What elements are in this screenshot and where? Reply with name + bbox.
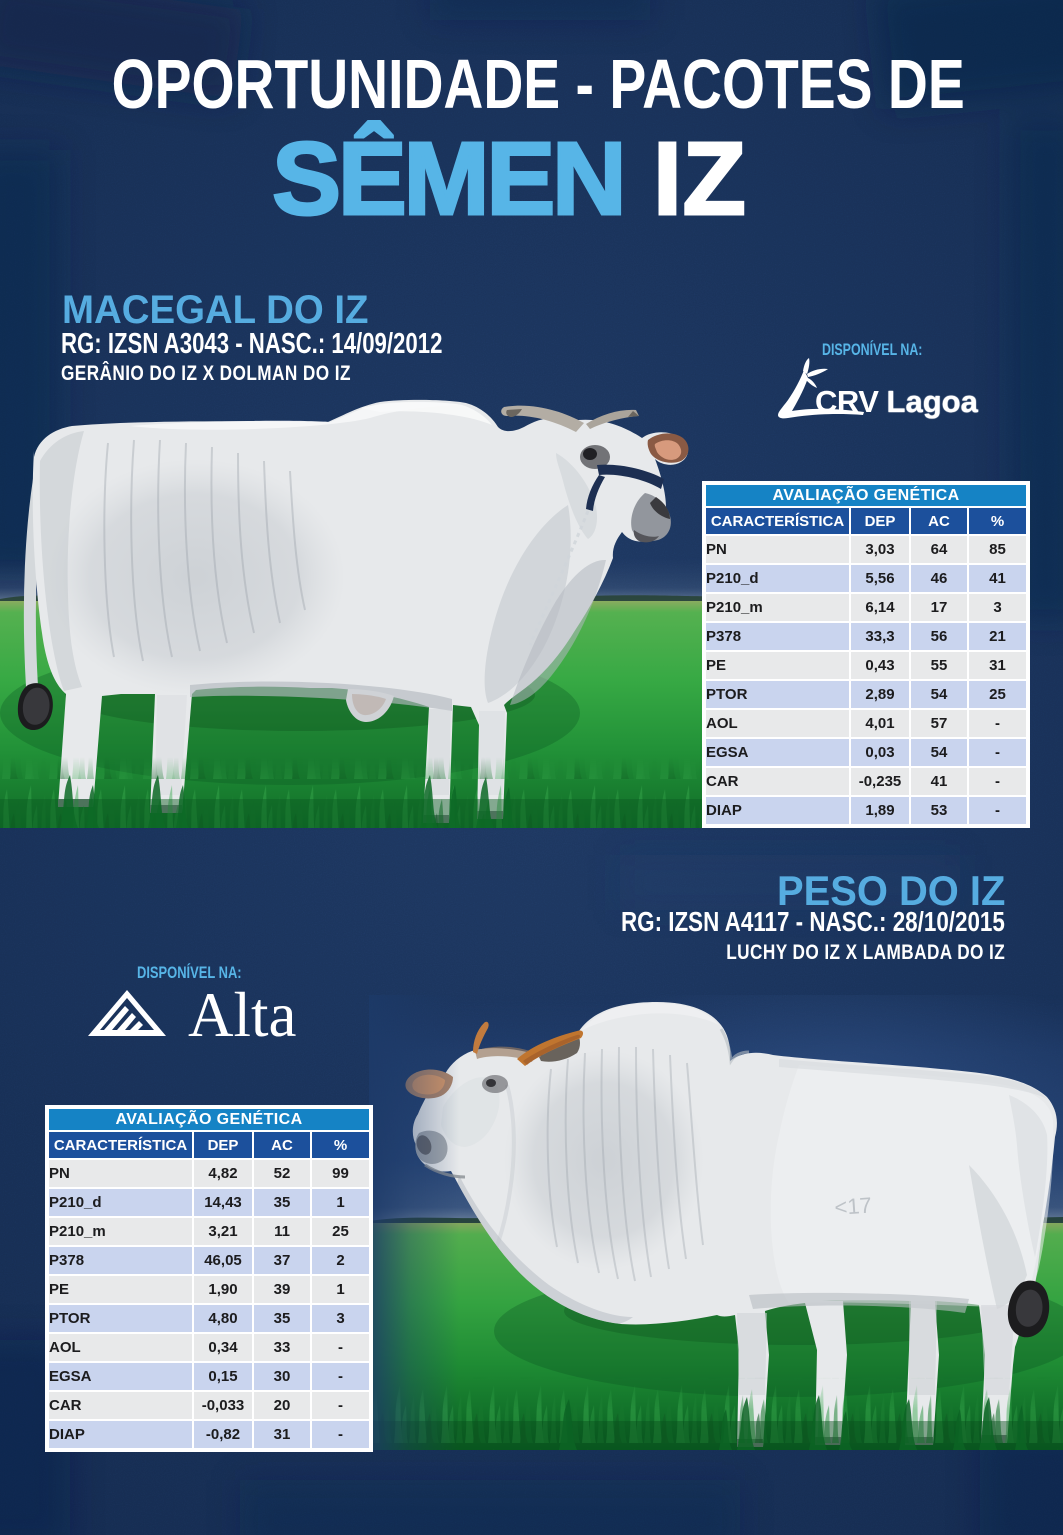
svg-text:Alta: Alta	[188, 985, 297, 1045]
